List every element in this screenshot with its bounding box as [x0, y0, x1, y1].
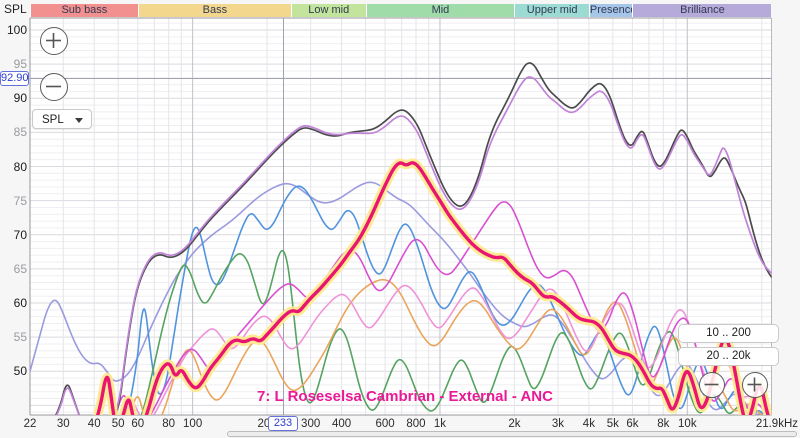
x-axis-tick-label: 100	[183, 418, 203, 430]
frequency-band-header: Sub bass Bass Low mid Mid Upper mid Presence B…	[0, 4, 800, 17]
y-axis-tick-label: 70	[13, 227, 27, 242]
x-axis-tick-label: 30	[56, 418, 70, 430]
x-axis-tick-label: 8k	[657, 418, 670, 430]
plus-icon	[46, 33, 61, 48]
selected-trace	[95, 161, 770, 415]
green-trace	[140, 249, 755, 415]
x-axis-tick-label: 400	[331, 418, 352, 430]
zoom-in-x-button[interactable]	[742, 372, 768, 398]
band-low-mid: Low mid	[291, 4, 366, 17]
minus-icon	[704, 383, 719, 386]
x-axis-tick-label: 60	[131, 418, 145, 430]
y-axis-tick-label: 80	[13, 159, 27, 174]
zoom-in-y-button[interactable]	[40, 27, 68, 55]
y-axis-mode-dropdown[interactable]: SPL	[32, 109, 92, 129]
zoom-out-y-button[interactable]	[40, 73, 68, 101]
y-axis-tick-label: 65	[13, 261, 27, 276]
x-cursor-readout: 233	[268, 416, 298, 431]
x-axis-tick-label: 21.9kHz	[755, 418, 798, 430]
y-axis-tick-label: 50	[13, 364, 27, 379]
x-axis-tick-label: 300	[301, 418, 321, 430]
y-axis-tick-label: 100	[6, 23, 27, 37]
measurement-title: 7: L Roseselsa Cambrian - External - ANC	[257, 388, 553, 405]
violet-trace	[55, 76, 772, 415]
x-axis-tick-label: 6k	[626, 418, 639, 430]
y-axis-tick-label: 55	[13, 330, 27, 345]
x-axis-tick-label: 10k	[678, 418, 697, 430]
band-brilliance: Brilliance	[632, 4, 772, 17]
pink-trace	[120, 284, 769, 415]
y-axis-tick-label: 95	[13, 57, 27, 72]
x-axis-tick-label: 50	[111, 418, 125, 430]
y-axis-tick-label: 85	[13, 125, 27, 140]
x-axis-tick-label: 4k	[582, 418, 595, 430]
y-axis-tick-label: 60	[13, 296, 27, 310]
gray-trace	[54, 62, 772, 415]
zoom-out-x-button[interactable]	[699, 372, 725, 398]
x-axis-tick-label: 2k	[508, 418, 521, 430]
x-axis-tick-label: 800	[406, 418, 426, 430]
band-bass: Bass	[137, 4, 292, 17]
x-axis-tick-label: 22	[23, 418, 37, 430]
y-axis-tick-label: 90	[13, 91, 27, 106]
y-axis-tick-label: 75	[13, 193, 27, 208]
blue-trace	[125, 185, 766, 415]
freq-range-preset-10-200[interactable]: 10 .. 200	[678, 324, 779, 343]
chevron-down-icon	[75, 118, 83, 123]
band-mid: Mid	[365, 4, 515, 17]
spl-axis-corner-label: SPL	[4, 2, 27, 16]
band-sub-bass: Sub bass	[30, 4, 138, 17]
y-axis-mode-label: SPL	[42, 114, 64, 126]
x-axis-tick-label: 5k	[606, 418, 619, 430]
x-axis-tick-label: 1k	[433, 418, 447, 430]
x-axis-tick-label: 3k	[551, 418, 565, 430]
freq-range-preset-20-20k[interactable]: 20 .. 20k	[678, 347, 779, 366]
x-axis-tick-label: 600	[375, 418, 395, 430]
plus-icon	[747, 377, 762, 392]
minus-icon	[46, 85, 61, 88]
band-upper-mid: Upper mid	[514, 4, 589, 17]
band-presence: Presence	[588, 4, 633, 17]
horizontal-scrollbar[interactable]	[227, 431, 797, 437]
x-axis-tick-label: 80	[162, 418, 176, 430]
x-axis-tick-label: 40	[87, 418, 101, 430]
y-cursor-readout: 92.90	[0, 71, 29, 86]
